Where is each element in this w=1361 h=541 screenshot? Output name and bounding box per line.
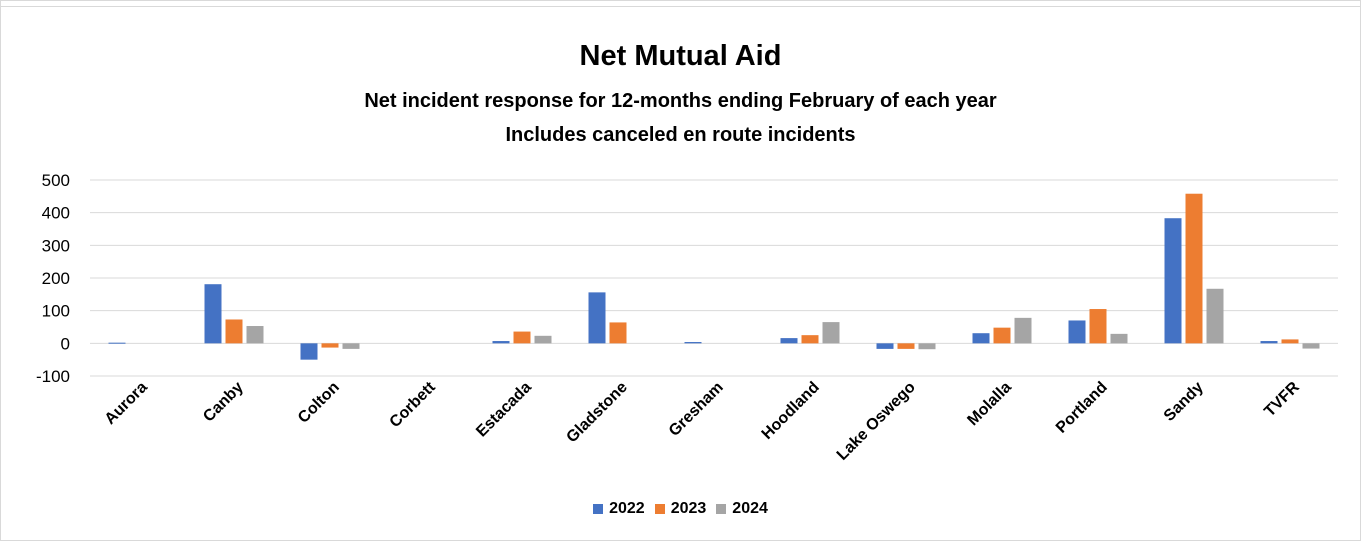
legend: 2022 2023 2024 <box>0 500 1361 518</box>
x-tick-label: Sandy <box>1161 379 1207 425</box>
bar-2023-lake-oswego <box>897 343 915 349</box>
bar-2024-colton <box>342 343 360 349</box>
legend-swatch <box>593 504 604 514</box>
x-tick-label: Corbett <box>387 378 440 431</box>
bar-2024-sandy <box>1206 288 1224 344</box>
x-tick-label: TVFR <box>1261 378 1303 420</box>
legend-item-2024: 2024 <box>716 500 768 518</box>
x-axis-ticks: Aurora Canby Colton Corbett Estacada Gladston… <box>102 378 1303 463</box>
bar-2023-colton <box>321 343 339 348</box>
bar-2022-gladstone <box>588 292 606 344</box>
y-tick-label: 0 <box>61 334 70 353</box>
bar-2022-portland <box>1068 320 1086 344</box>
bar-2023-tvfr <box>1281 339 1299 344</box>
bar-2023-portland <box>1089 309 1107 344</box>
bar-2022-hoodland <box>780 338 798 344</box>
legend-label: 2022 <box>609 500 645 517</box>
y-tick-label: 400 <box>42 204 70 223</box>
bar-2023-canby <box>225 319 243 344</box>
x-tick-label: Lake Oswego <box>834 379 919 464</box>
bar-2022-colton <box>300 343 318 360</box>
y-tick-label: 500 <box>42 171 70 190</box>
x-tick-label: Molalla <box>964 379 1014 429</box>
bar-2023-sandy <box>1185 193 1203 344</box>
x-tick-label: Colton <box>295 379 343 427</box>
x-tick-label: Estacada <box>473 379 535 441</box>
y-tick-label: -100 <box>36 367 70 386</box>
bars-layer <box>108 193 1320 360</box>
bar-2022-canby <box>204 284 222 344</box>
legend-item-2022: 2022 <box>593 500 645 518</box>
legend-item-2023: 2023 <box>654 500 707 518</box>
x-tick-label: Aurora <box>102 379 151 428</box>
bar-2022-molalla <box>972 333 990 344</box>
bar-2024-tvfr <box>1302 343 1320 349</box>
bar-2022-sandy <box>1164 218 1182 344</box>
bar-2024-portland <box>1110 333 1128 344</box>
grid-layer <box>90 179 1338 377</box>
y-tick-label: 100 <box>42 302 70 321</box>
bar-2023-estacada <box>513 331 531 344</box>
chart-subtitle-2: Includes canceled en route incidents <box>505 124 856 146</box>
y-axis-ticks: -100 0 100 200 300 400 500 <box>36 171 70 386</box>
y-tick-label: 200 <box>42 269 70 288</box>
bar-2022-aurora <box>108 342 126 344</box>
x-tick-label: Gresham <box>666 379 727 440</box>
bar-2022-estacada <box>492 341 510 344</box>
legend-label: 2024 <box>732 500 768 517</box>
y-tick-label: 300 <box>42 236 70 255</box>
bar-2024-lake-oswego <box>918 343 936 350</box>
chart-subtitle-1: Net incident response for 12-months endi… <box>364 90 997 112</box>
x-tick-label: Gladstone <box>563 379 630 446</box>
bar-2024-molalla <box>1014 317 1032 344</box>
legend-label: 2023 <box>670 500 707 517</box>
bar-2023-molalla <box>993 327 1011 344</box>
legend-swatch <box>654 504 665 514</box>
x-tick-label: Canby <box>200 379 247 426</box>
bar-2023-hoodland <box>801 335 819 344</box>
x-tick-label: Portland <box>1053 379 1111 437</box>
top-divider <box>0 6 1361 7</box>
bar-2024-hoodland <box>822 322 840 344</box>
bar-2024-canby <box>246 326 264 344</box>
bar-2022-gresham <box>684 342 702 344</box>
bar-2022-lake-oswego <box>876 343 894 349</box>
legend-swatch <box>716 504 727 514</box>
bar-2023-gladstone <box>609 322 627 344</box>
chart-title: Net Mutual Aid <box>579 40 782 72</box>
bar-2024-estacada <box>534 335 552 344</box>
bar-2022-tvfr <box>1260 341 1278 344</box>
x-tick-label: Hoodland <box>759 379 823 443</box>
